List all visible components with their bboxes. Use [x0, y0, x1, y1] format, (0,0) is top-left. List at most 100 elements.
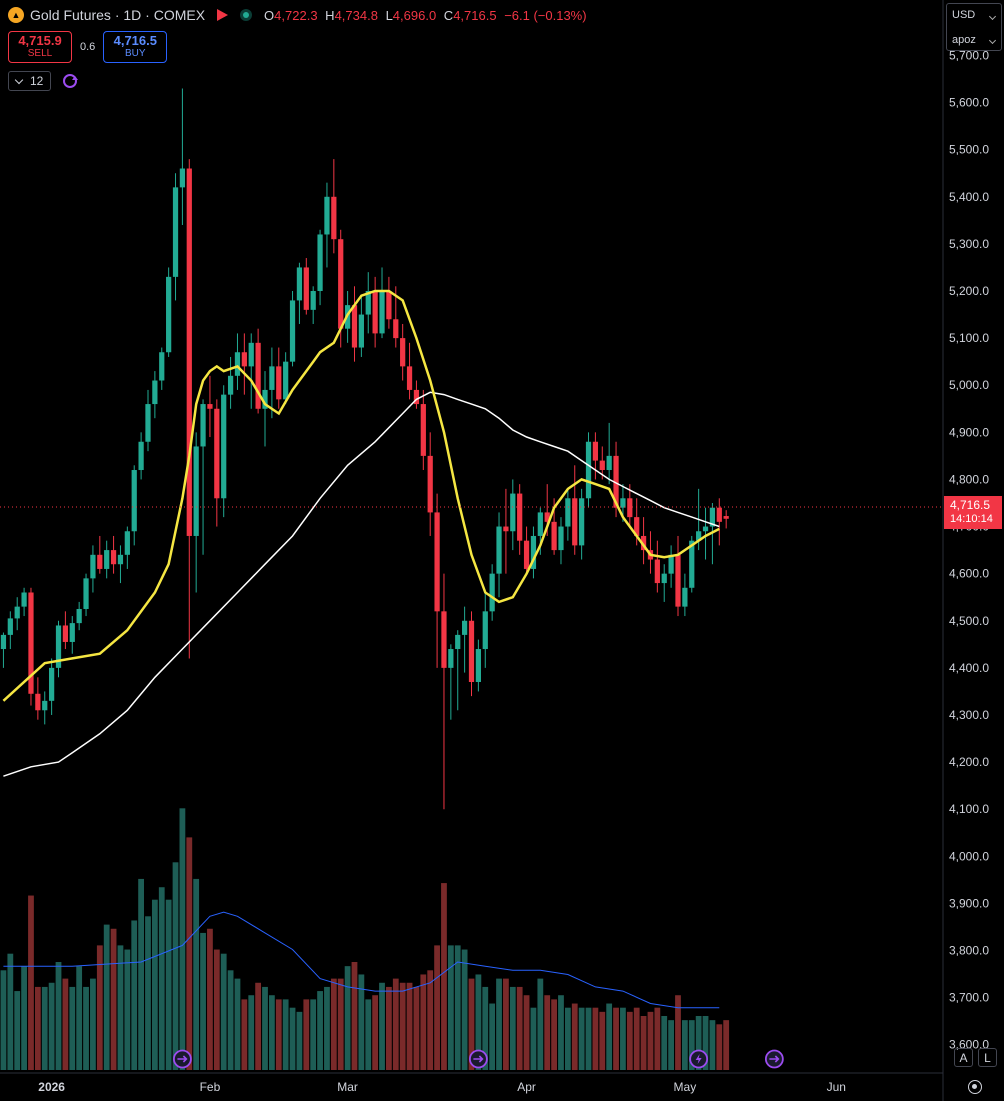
candle-body	[324, 196, 330, 235]
chevron-down-icon	[14, 75, 24, 84]
candle	[406, 342, 413, 400]
volume-bar	[406, 982, 413, 1070]
candle	[496, 512, 502, 598]
candle	[372, 276, 378, 348]
volume-bar	[296, 1011, 303, 1070]
candle-body	[400, 338, 406, 367]
buy-button[interactable]: 4,716.5 BUY	[103, 31, 168, 63]
candle-body	[427, 455, 433, 513]
volume-bar	[441, 883, 447, 1070]
event-markers[interactable]	[173, 1049, 784, 1069]
indicators-toggle[interactable]: 12	[8, 71, 52, 91]
candle-body	[7, 618, 13, 635]
volume-bar	[172, 862, 179, 1070]
volume-bar	[69, 986, 76, 1070]
candle-body	[35, 693, 41, 711]
price-tick-label: 5,000.0	[949, 378, 989, 392]
volume-bar	[234, 978, 241, 1070]
candle-body	[255, 342, 261, 409]
volume-bar	[289, 1007, 296, 1070]
volume-bar	[475, 974, 482, 1070]
price-tick-label: 4,300.0	[949, 708, 989, 722]
moving-averages	[2, 289, 720, 777]
candle-body	[372, 291, 378, 334]
candle-body	[599, 460, 605, 471]
change-value: −6.1 (−0.13%)	[504, 7, 587, 23]
candle-body	[241, 352, 247, 367]
currency-selector[interactable]: USD apoz	[946, 3, 1002, 51]
candle	[214, 399, 220, 527]
price-axis[interactable]: 5,700.0 5,600.0 5,500.0 5,400.0 5,300.0 5,200…	[949, 48, 989, 1051]
candle-body	[510, 493, 516, 532]
candle	[28, 587, 34, 706]
volume-bar	[83, 986, 89, 1070]
candle-body	[351, 305, 358, 348]
candle-body	[193, 446, 199, 536]
last-price-tag: 4,716.5 14:10:14	[944, 496, 1002, 529]
log-scale-button[interactable]: L	[978, 1048, 997, 1067]
time-tick-label: 2026	[38, 1080, 65, 1094]
candle-body	[565, 498, 571, 527]
volume-bar	[337, 978, 344, 1070]
candles	[0, 88, 729, 810]
candle-body	[248, 342, 254, 367]
volume-bar	[62, 978, 69, 1070]
volume-bar	[399, 982, 406, 1070]
volume-bar	[7, 953, 14, 1070]
volume-bar	[413, 986, 420, 1070]
volume-bar	[688, 1020, 695, 1070]
market-open-dot-icon	[240, 9, 253, 21]
gear-icon[interactable]	[968, 1080, 982, 1094]
candle-body	[579, 498, 585, 546]
event-marker-icon	[764, 1049, 784, 1069]
candle	[131, 465, 137, 546]
candle-body	[117, 554, 124, 565]
fast-ma-line	[2, 289, 720, 702]
volume-bar	[723, 1020, 730, 1070]
time-axis[interactable]: 2026 Feb Mar Apr May Jun	[38, 1080, 846, 1094]
volume-bar	[633, 1007, 640, 1070]
slow-ma-line	[3, 391, 720, 777]
volume-bar	[386, 986, 392, 1070]
volume-bar	[468, 978, 475, 1070]
volume-bar	[365, 999, 372, 1070]
candle	[386, 276, 392, 329]
candle	[42, 691, 48, 725]
candle-body	[207, 404, 213, 409]
volume-bar	[420, 974, 427, 1070]
flag-icon[interactable]	[217, 9, 229, 21]
candle	[234, 333, 241, 390]
candle	[193, 432, 199, 593]
volume-bar	[55, 962, 62, 1070]
sync-icon[interactable]	[63, 74, 79, 88]
candle-body	[537, 512, 543, 536]
candle-body	[709, 507, 716, 527]
volume-bar	[599, 1011, 606, 1070]
candle-body	[462, 620, 468, 635]
candle-body	[110, 550, 117, 565]
currency-label: USD	[952, 9, 976, 21]
volume-bar	[585, 1007, 592, 1070]
volume-bar	[482, 986, 489, 1070]
candle	[62, 611, 69, 650]
volume-bar	[564, 1007, 571, 1070]
symbol-title[interactable]: Gold Futures · 1D · COMEX	[30, 7, 206, 23]
candle	[365, 272, 371, 334]
candle	[159, 347, 165, 390]
candle	[248, 333, 254, 409]
price-tick-label: 5,700.0	[949, 48, 989, 62]
candle-body	[124, 531, 130, 555]
candle	[166, 267, 172, 357]
candle	[572, 465, 578, 555]
auto-scale-button[interactable]: A	[954, 1048, 973, 1067]
candle	[723, 510, 729, 529]
candle-body	[221, 394, 227, 499]
volume-bar	[503, 978, 509, 1070]
candle-body	[386, 291, 392, 320]
volume-bar	[165, 899, 172, 1070]
candle-body	[62, 625, 69, 642]
sell-button[interactable]: 4,715.9 SELL	[8, 31, 72, 63]
candle-body	[379, 291, 385, 334]
candle-body	[21, 592, 27, 607]
